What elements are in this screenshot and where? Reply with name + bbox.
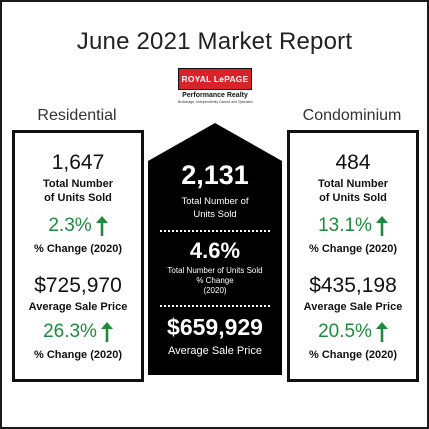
residential-units-label-1: Total Number xyxy=(42,178,114,190)
condominium-heading: Condominium xyxy=(302,107,402,124)
total-avg-price-label: Average Sale Price xyxy=(168,345,262,357)
total-units-change: 4.6% xyxy=(189,238,241,263)
residential-price-change-label: % Change (2020) xyxy=(33,349,123,361)
up-arrow-icon xyxy=(375,216,388,236)
condominium-price-change-label: % Change (2020) xyxy=(308,349,398,361)
logo-banner: ROYAL LePAGE xyxy=(178,68,252,90)
residential-price-change: 26.3% xyxy=(43,321,97,342)
logo-subtitle: Performance Realty xyxy=(182,92,248,99)
up-arrow-icon xyxy=(95,216,108,236)
total-change-label-1: Total Number of Units Sold xyxy=(167,266,263,275)
up-arrow-icon xyxy=(375,322,388,342)
condominium-price-change: 20.5% xyxy=(318,321,372,342)
condominium-units-change-row: 13.1% xyxy=(290,215,416,237)
residential-price-change-row: 26.3% xyxy=(15,321,141,343)
residential-units-label-2: of Units Sold xyxy=(44,192,112,204)
page-title: June 2021 Market Report xyxy=(76,28,353,55)
logo-tagline: Brokerage, Independently Owned and Opera… xyxy=(178,100,253,104)
residential-heading: Residential xyxy=(37,107,117,124)
residential-avg-price-label: Average Sale Price xyxy=(28,301,128,313)
total-avg-price: $659,929 xyxy=(167,314,263,340)
residential-units-change-label: % Change (2020) xyxy=(33,243,123,255)
residential-units-sold: 1,647 xyxy=(51,151,105,174)
total-units-sold: 2,131 xyxy=(181,160,249,190)
total-units-label-1: Total Number of xyxy=(181,196,249,207)
total-divider-1 xyxy=(160,230,270,232)
total-change-label-3: (2020) xyxy=(203,286,227,295)
up-arrow-icon xyxy=(100,322,113,342)
residential-units-change: 2.3% xyxy=(48,215,92,236)
condominium-units-label-2: of Units Sold xyxy=(319,192,387,204)
total-divider-2 xyxy=(160,305,270,307)
condominium-units-label-1: Total Number xyxy=(317,178,389,190)
total-change-label-2: % Change xyxy=(196,276,234,285)
total-panel-house-shape xyxy=(148,123,282,375)
condominium-avg-price: $435,198 xyxy=(309,274,397,297)
total-units-label-2: Units Sold xyxy=(193,209,237,220)
condominium-units-change: 13.1% xyxy=(318,215,372,236)
condominium-avg-price-label: Average Sale Price xyxy=(303,301,403,313)
condominium-units-change-label: % Change (2020) xyxy=(308,243,398,255)
condominium-panel: 484 Total Number of Units Sold 13.1% % C… xyxy=(287,130,419,382)
residential-panel: 1,647 Total Number of Units Sold 2.3% % … xyxy=(12,130,144,382)
condominium-units-sold: 484 xyxy=(335,151,371,174)
residential-units-change-row: 2.3% xyxy=(15,215,141,237)
logo-brand-text: ROYAL LePAGE xyxy=(181,74,249,84)
residential-avg-price: $725,970 xyxy=(34,274,122,297)
brand-logo: ROYAL LePAGE Performance Realty Brokerag… xyxy=(178,68,253,114)
condominium-price-change-row: 20.5% xyxy=(290,321,416,343)
